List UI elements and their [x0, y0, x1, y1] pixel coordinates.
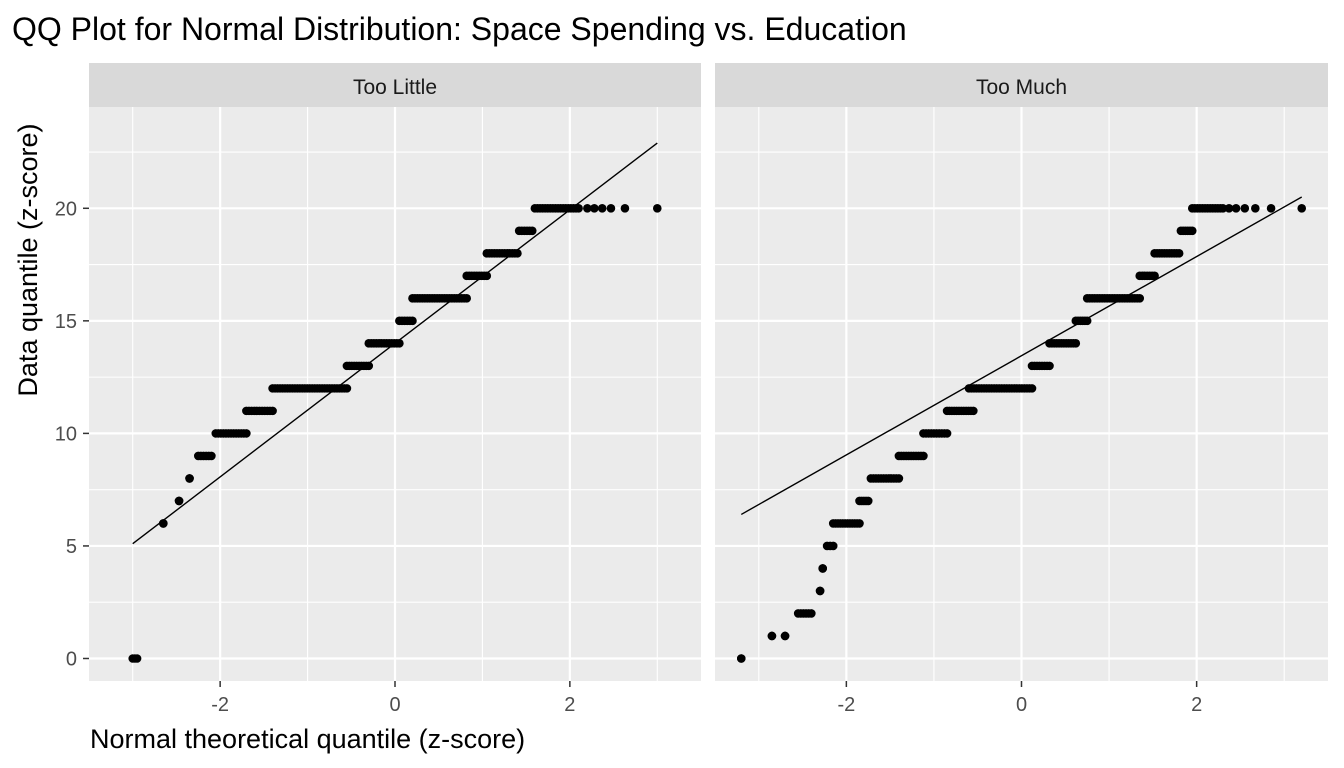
data-point	[1224, 203, 1234, 213]
facet-strip	[89, 63, 701, 107]
data-point	[1240, 203, 1250, 213]
data-point	[969, 406, 978, 416]
data-point	[590, 203, 599, 213]
data-point	[1082, 316, 1092, 326]
y-tick-label: 10	[55, 423, 77, 445]
data-point	[527, 226, 537, 236]
data-point	[185, 474, 194, 483]
data-point	[1071, 339, 1081, 348]
y-tick-label: 20	[55, 198, 77, 220]
data-point	[1150, 271, 1159, 281]
x-tick-label: 2	[1191, 694, 1202, 716]
data-point	[574, 203, 583, 213]
data-point	[942, 429, 952, 438]
x-tick-label: 2	[564, 694, 575, 716]
x-axis-title: Normal theoretical quantile (z-score)	[90, 724, 525, 754]
data-point	[1045, 361, 1054, 371]
data-point	[132, 654, 142, 663]
data-point	[342, 384, 352, 393]
data-point	[408, 316, 417, 326]
data-point	[828, 541, 838, 551]
data-point	[242, 429, 251, 438]
data-point	[620, 203, 630, 213]
data-point	[482, 271, 492, 281]
data-point	[652, 203, 662, 213]
chart-title: QQ Plot for Normal Distribution: Space S…	[12, 11, 907, 47]
facet-strip	[715, 63, 1328, 107]
data-point	[395, 339, 404, 348]
data-point	[818, 564, 828, 573]
y-tick-label: 15	[55, 311, 77, 333]
data-point	[807, 609, 816, 618]
data-point	[780, 631, 790, 641]
data-point	[1251, 203, 1260, 213]
data-point	[597, 203, 607, 213]
y-tick-label: 5	[66, 536, 77, 558]
data-point	[583, 203, 592, 213]
facet-panel-1: Too Much -2 0 2	[715, 63, 1328, 716]
data-point	[894, 474, 904, 483]
data-point	[268, 406, 277, 416]
data-point	[513, 249, 522, 258]
data-point	[159, 519, 168, 528]
data-point	[1266, 203, 1276, 213]
data-point	[174, 496, 184, 506]
data-point	[1187, 226, 1197, 236]
x-tick-label: -2	[211, 694, 229, 716]
data-point	[364, 361, 374, 371]
data-point	[919, 451, 928, 461]
data-point	[1231, 203, 1241, 213]
qq-reference-line	[740, 196, 1303, 516]
x-tick-label: -2	[837, 694, 855, 716]
x-tick-label: 0	[1016, 694, 1027, 716]
data-point	[1218, 203, 1228, 213]
x-tick-label: 0	[389, 694, 400, 716]
data-point	[1135, 294, 1145, 303]
data-point	[606, 203, 616, 213]
data-point	[1174, 249, 1184, 258]
data-point	[736, 654, 746, 663]
y-tick-label: 0	[66, 648, 77, 670]
facet-strip-label: Too Much	[976, 76, 1067, 99]
y-axis-title: Data quantile (z-score)	[13, 123, 43, 396]
data-point	[855, 519, 864, 528]
data-point	[863, 496, 873, 506]
data-point	[207, 451, 216, 461]
data-point	[767, 631, 777, 641]
facet-strip-label: Too Little	[353, 76, 437, 99]
data-point	[815, 586, 825, 596]
data-point	[1297, 203, 1307, 213]
data-point	[462, 294, 471, 303]
data-point	[1027, 384, 1037, 393]
